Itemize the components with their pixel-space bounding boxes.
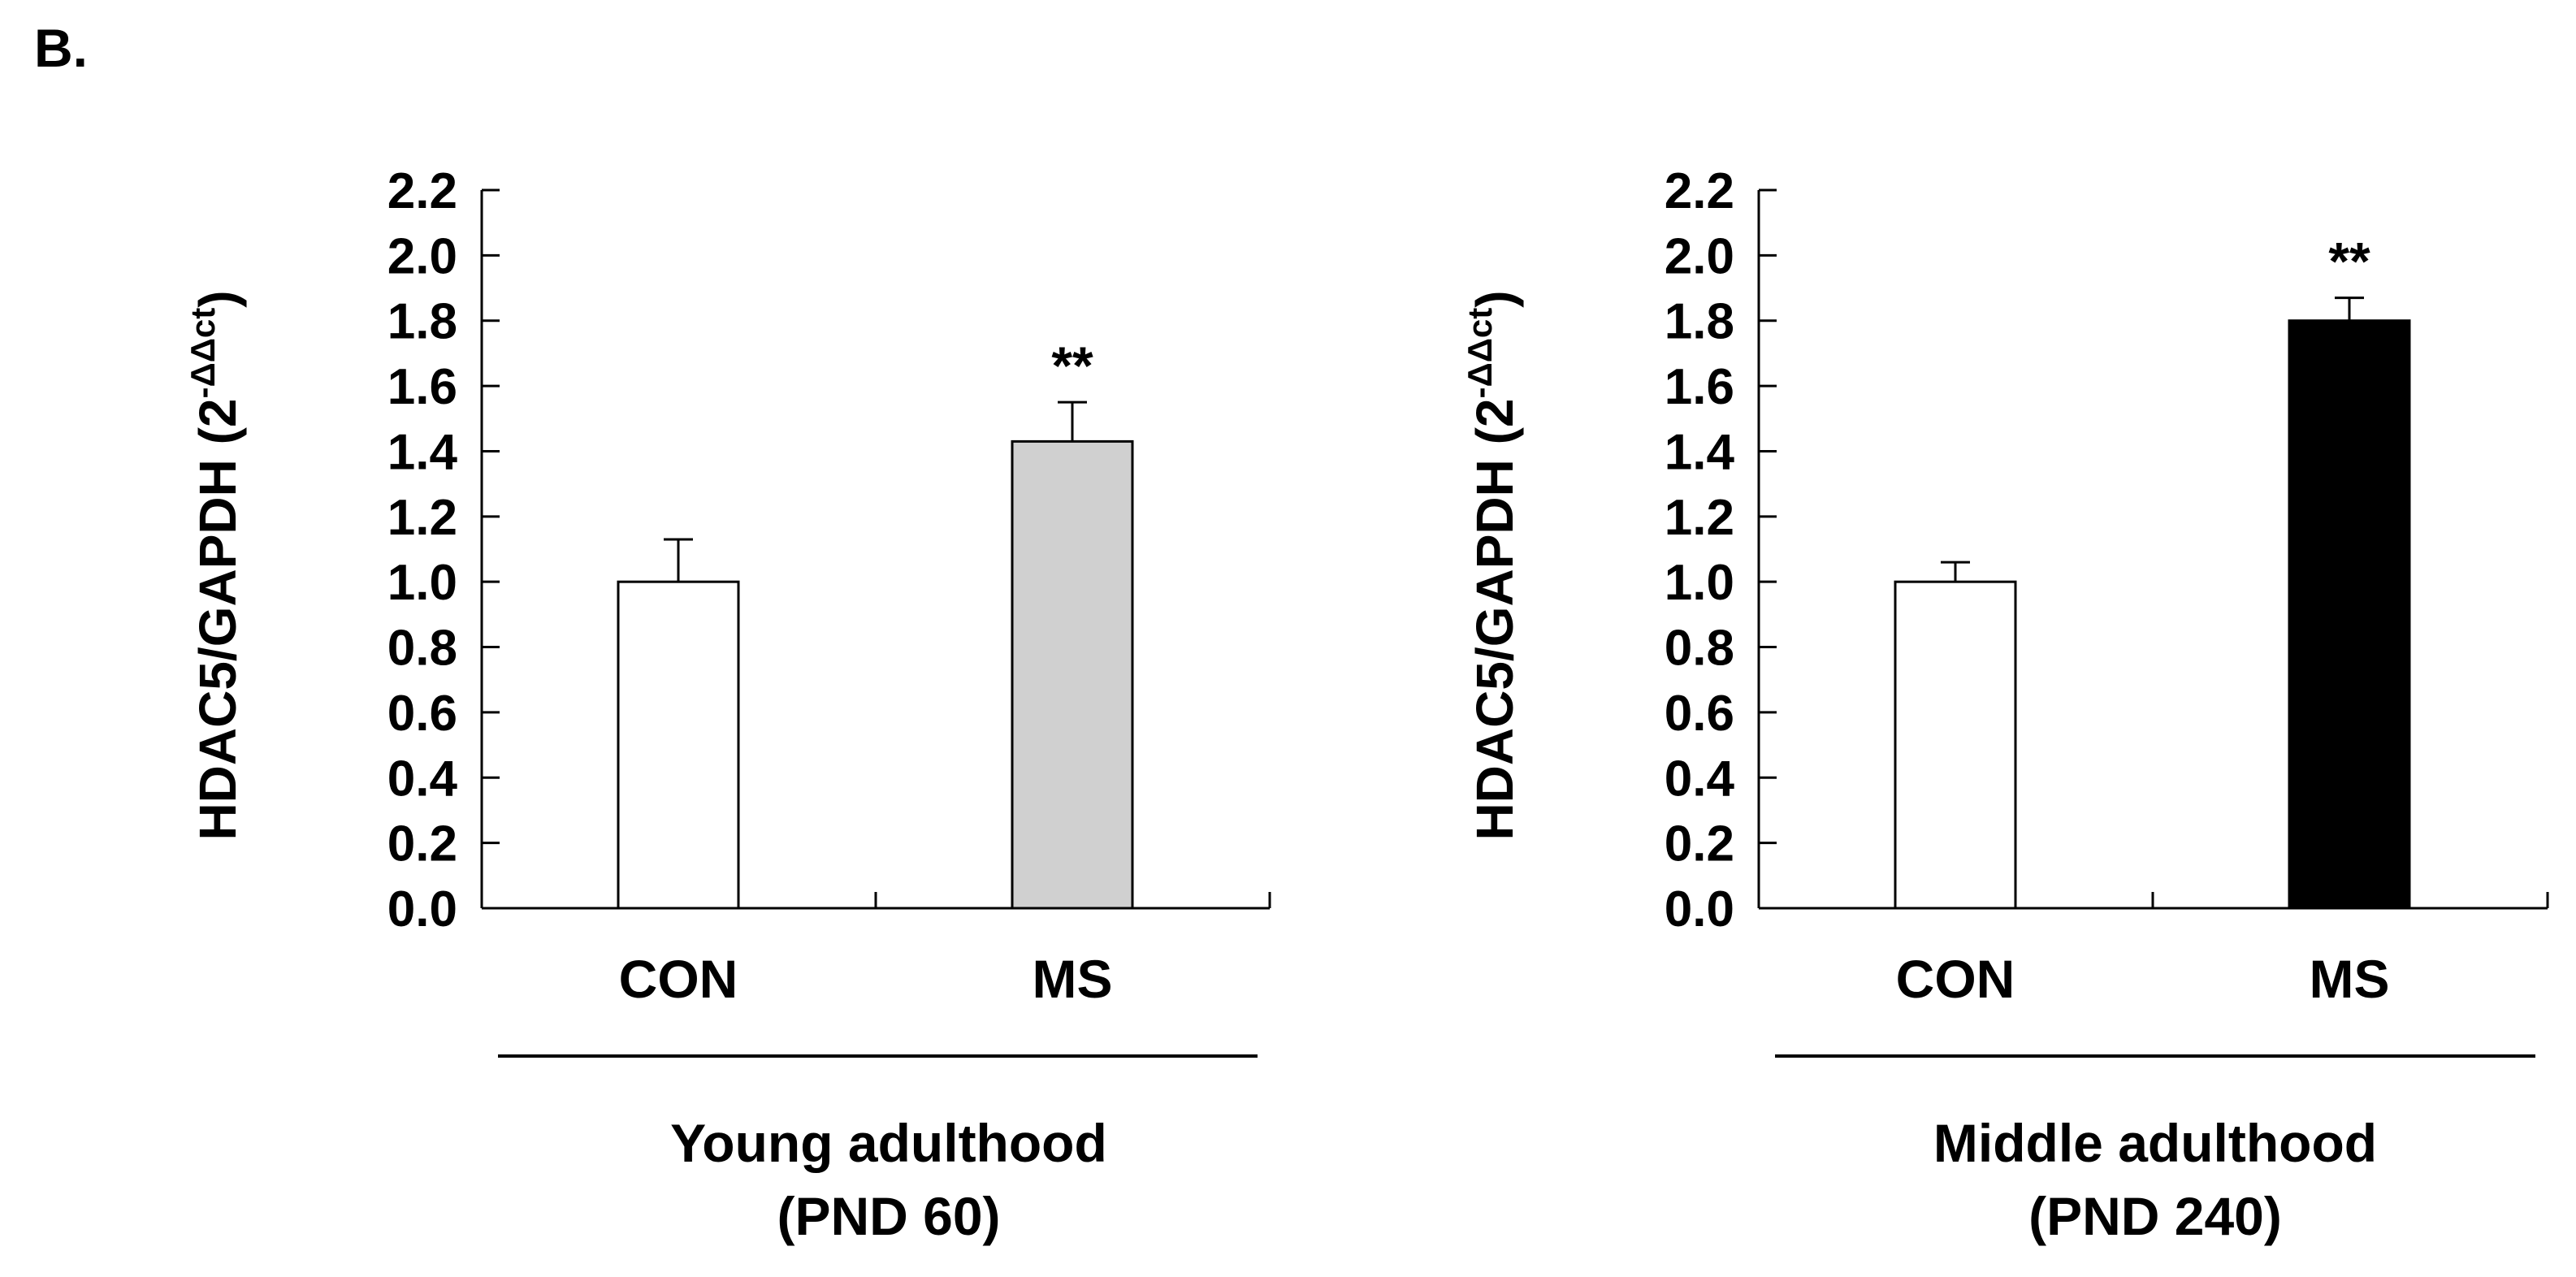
y-tick-label: 1.4	[1665, 424, 1735, 480]
panel-label: B.	[34, 18, 88, 78]
bar-ms	[1011, 439, 1134, 910]
y-axis-label-superscript: -ΔΔct	[1461, 308, 1499, 399]
bar-con	[617, 580, 740, 910]
y-tick-label: 1.2	[1665, 490, 1734, 546]
y-tick-label: 1.4	[387, 424, 458, 480]
y-tick-label: 0.2	[387, 816, 457, 872]
y-tick-label: 0.8	[387, 621, 457, 677]
y-tick-label: 1.8	[387, 294, 457, 350]
y-axis-label-superscript: -ΔΔct	[184, 308, 222, 399]
y-axis-label: HDAC5/GAPDH (2-ΔΔct)	[184, 290, 247, 840]
y-tick-label: 1.0	[1665, 555, 1734, 611]
y-axis-label-main: HDAC5/GAPDH (2	[188, 398, 247, 840]
bar-con	[1894, 580, 2017, 910]
group-label-line2: (PND 60)	[777, 1186, 1000, 1246]
chart-young-adulthood: 0.0 0.2 0.4 0.6 0.8 1.0 1.2 1.4 1.6 1.8 2.0 2.2 HDAC…	[184, 163, 1271, 1246]
y-tick-label: 0.6	[387, 686, 457, 742]
y-tick-label: 2.0	[1665, 228, 1734, 284]
y-tick-label: 0.4	[1665, 751, 1735, 807]
y-tick-label: 2.2	[387, 163, 457, 219]
y-tick-label: 1.6	[387, 359, 457, 415]
group-label-line1: Young adulthood	[670, 1113, 1107, 1173]
y-tick-label: 0.4	[387, 751, 458, 807]
y-tick-label: 1.0	[387, 555, 457, 611]
chart-middle-adulthood: 0.0 0.2 0.4 0.6 0.8 1.0 1.2 1.4 1.6 1.8 2.0 2.2 HDAC…	[1461, 163, 2549, 1246]
group-label-line1: Middle adulthood	[1933, 1113, 2377, 1173]
y-tick-label: 1.2	[387, 490, 457, 546]
x-tick-label: CON	[619, 949, 738, 1009]
bar-ms	[2288, 319, 2411, 910]
y-tick-label: 0.0	[387, 881, 457, 937]
significance-marker: **	[2328, 232, 2370, 292]
x-tick-label: MS	[2310, 949, 2390, 1009]
y-tick-label: 2.2	[1665, 163, 1734, 219]
y-axis-label-close: )	[1466, 290, 1524, 307]
y-tick-label: 0.8	[1665, 621, 1734, 677]
y-tick-label: 2.0	[387, 228, 457, 284]
significance-marker: **	[1051, 335, 1093, 396]
group-label-line2: (PND 240)	[2028, 1186, 2282, 1246]
y-tick-label: 1.8	[1665, 294, 1734, 350]
y-tick-label: 0.6	[1665, 686, 1734, 742]
y-tick-label: 1.6	[1665, 359, 1734, 415]
y-tick-label: 0.0	[1665, 881, 1734, 937]
x-tick-label: CON	[1896, 949, 2015, 1009]
y-axis-label-close: )	[188, 290, 247, 307]
x-tick-label: MS	[1033, 949, 1113, 1009]
y-tick-label: 0.2	[1665, 816, 1734, 872]
y-axis-label: HDAC5/GAPDH (2-ΔΔct)	[1461, 290, 1524, 840]
y-axis-label-main: HDAC5/GAPDH (2	[1466, 398, 1524, 840]
